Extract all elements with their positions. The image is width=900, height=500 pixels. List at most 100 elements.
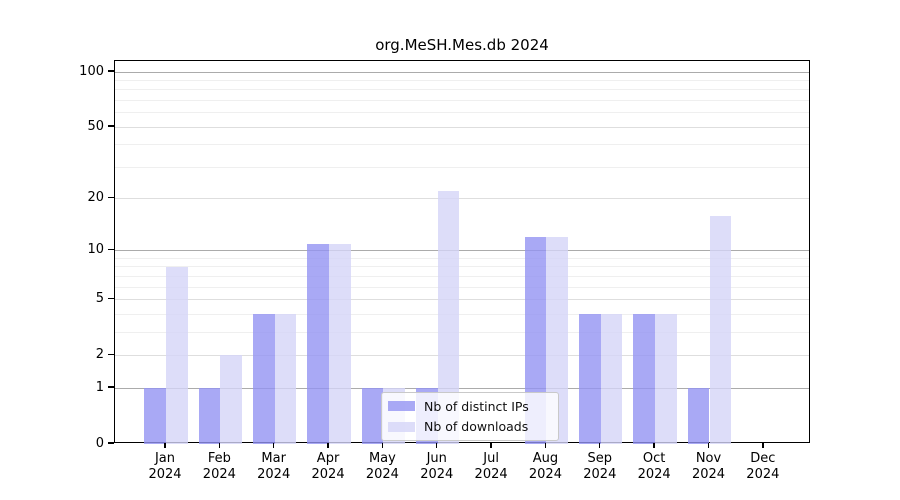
- gridline-50: [115, 126, 809, 128]
- legend-swatch-distinct-ips: [388, 401, 415, 412]
- gridline-1: [115, 387, 809, 389]
- y-tick-0: [108, 442, 114, 444]
- bar-downloads-jun: [437, 191, 460, 444]
- gridline-40: [115, 144, 809, 146]
- month-label: Jan: [154, 451, 176, 466]
- x-tick-label-aug: Aug 2024: [515, 451, 575, 482]
- y-tick-label-1: 1: [95, 379, 104, 395]
- month-label: Nov: [695, 451, 722, 466]
- bar-downloads-apr: [329, 243, 351, 444]
- y-tick-50: [108, 125, 114, 127]
- gridline-6: [115, 286, 809, 288]
- x-tick-feb: [218, 443, 221, 448]
- bar-downloads-oct: [655, 314, 677, 444]
- month-label: Aug: [532, 451, 559, 466]
- bar-downloads-mar: [274, 314, 297, 444]
- x-tick-jun: [436, 443, 438, 448]
- bar-distinct-ips-sep: [579, 314, 601, 444]
- legend-label-downloads: Nb of downloads: [424, 419, 529, 435]
- y-tick-label-20: 20: [87, 190, 104, 206]
- month-label: Sep: [587, 451, 613, 466]
- x-tick-label-jul: Jul 2024: [461, 451, 521, 482]
- bar-distinct-ips-jan: [144, 388, 166, 444]
- gridline-8: [115, 266, 809, 268]
- x-tick-jul: [490, 443, 492, 448]
- gridline-30: [115, 166, 809, 168]
- gridline-100: [115, 71, 809, 73]
- year-label: 2024: [311, 466, 345, 482]
- chart-title: org.MeSH.Mes.db 2024: [375, 36, 549, 54]
- year-label: 2024: [420, 466, 454, 482]
- legend: Nb of distinct IPs Nb of downloads: [381, 392, 559, 441]
- x-tick-may: [381, 443, 384, 448]
- gridline-9: [115, 257, 809, 259]
- x-tick-label-oct: Oct 2024: [624, 451, 684, 482]
- x-tick-label-nov: Nov 2024: [679, 451, 739, 482]
- gridline-10: [115, 250, 809, 252]
- x-tick-label-feb: Feb 2024: [189, 451, 249, 482]
- month-label: Feb: [207, 451, 231, 466]
- month-label: May: [368, 451, 396, 466]
- y-tick-1: [108, 386, 114, 388]
- year-label: 2024: [637, 466, 671, 482]
- y-tick-10: [108, 249, 114, 251]
- plot-area: Nb of distinct IPs Nb of downloads: [114, 60, 810, 444]
- bar-distinct-ips-feb: [198, 388, 221, 444]
- year-label: 2024: [746, 466, 780, 482]
- gridline-2: [115, 354, 809, 356]
- y-tick-20: [108, 196, 114, 199]
- month-label: Dec: [750, 451, 776, 466]
- y-tick-100: [108, 70, 114, 72]
- bar-distinct-ips-may: [361, 388, 384, 444]
- gridline-4: [115, 313, 809, 315]
- gridline-5: [115, 299, 809, 301]
- y-tick-label-10: 10: [87, 242, 104, 258]
- gridline-60: [115, 112, 809, 114]
- y-tick-label-100: 100: [79, 63, 104, 79]
- year-label: 2024: [202, 466, 236, 482]
- gridline-3: [115, 331, 809, 333]
- y-tick-label-0: 0: [95, 435, 104, 451]
- gridline-90: [115, 79, 809, 81]
- year-label: 2024: [528, 466, 562, 482]
- x-tick-aug: [544, 443, 547, 448]
- month-label: Jul: [483, 451, 499, 466]
- x-tick-jan: [164, 443, 166, 448]
- x-tick-label-dec: Dec 2024: [733, 451, 793, 482]
- y-tick-label-2: 2: [95, 346, 104, 362]
- bar-distinct-ips-mar: [253, 314, 275, 444]
- y-tick-2: [108, 353, 114, 356]
- bar-downloads-feb: [220, 355, 243, 444]
- bar-distinct-ips-apr: [307, 243, 330, 444]
- x-tick-oct: [653, 443, 655, 448]
- x-tick-label-mar: Mar 2024: [244, 451, 304, 482]
- x-tick-apr: [327, 443, 329, 448]
- year-label: 2024: [365, 466, 399, 482]
- x-tick-label-jan: Jan 2024: [135, 451, 195, 482]
- month-label: Mar: [261, 451, 286, 466]
- month-label: Oct: [642, 451, 666, 466]
- bar-downloads-sep: [600, 314, 623, 444]
- bar-distinct-ips-nov: [687, 388, 710, 444]
- x-tick-label-apr: Apr 2024: [298, 451, 358, 482]
- gridline-20: [115, 198, 809, 200]
- year-label: 2024: [148, 466, 182, 482]
- legend-entry-distinct-ips: Nb of distinct IPs: [388, 397, 552, 415]
- x-tick-label-sep: Sep 2024: [570, 451, 630, 482]
- x-tick-mar: [273, 443, 275, 448]
- gridline-80: [115, 89, 809, 91]
- bar-downloads-nov: [709, 215, 732, 444]
- gridline-7: [115, 275, 809, 277]
- x-tick-nov: [707, 443, 710, 448]
- year-label: 2024: [474, 466, 508, 482]
- y-tick-5: [108, 297, 114, 300]
- x-tick-dec: [762, 443, 764, 448]
- gridline-70: [115, 99, 809, 101]
- month-label: Jun: [426, 451, 447, 466]
- x-tick-label-jun: Jun 2024: [407, 451, 467, 482]
- x-tick-label-may: May 2024: [352, 451, 412, 482]
- legend-entry-downloads: Nb of downloads: [388, 418, 552, 436]
- year-label: 2024: [257, 466, 291, 482]
- bar-distinct-ips-oct: [633, 314, 656, 444]
